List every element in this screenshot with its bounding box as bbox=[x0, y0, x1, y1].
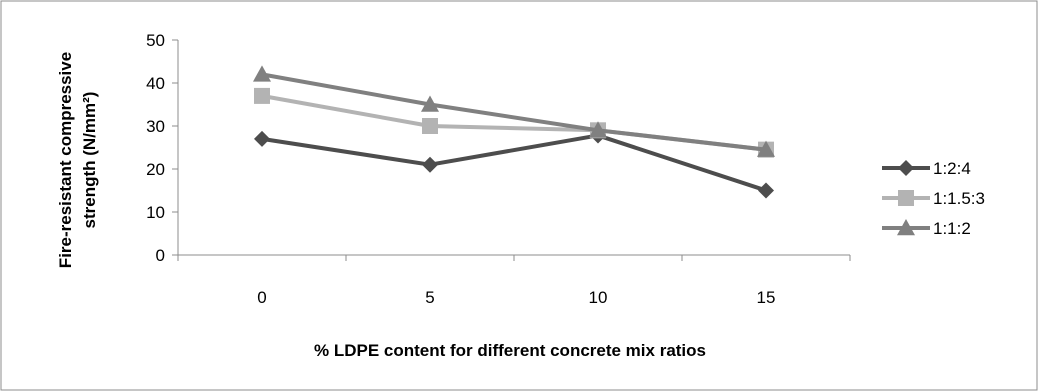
y-tick-label: 40 bbox=[146, 74, 165, 93]
series-line bbox=[261, 72, 767, 152]
data-point bbox=[589, 121, 607, 138]
data-point bbox=[421, 95, 439, 112]
y-tick-label: 50 bbox=[146, 31, 165, 50]
data-point bbox=[758, 182, 774, 199]
y-axis-title-line-2: strength (N/mm²) bbox=[80, 92, 99, 229]
series-3 bbox=[253, 65, 775, 157]
legend: 1:2:4 1:1.5:3 1:1:2 bbox=[882, 159, 985, 238]
legend-marker bbox=[898, 160, 914, 176]
data-point bbox=[254, 130, 270, 147]
axes bbox=[172, 39, 851, 261]
data-point bbox=[422, 118, 438, 134]
legend-entry: 1:1:2 bbox=[882, 219, 971, 238]
legend-label: 1:1.5:3 bbox=[933, 189, 985, 208]
y-tick-label: 20 bbox=[146, 160, 165, 179]
x-tick-label: 15 bbox=[757, 288, 776, 307]
series-line bbox=[261, 133, 767, 193]
y-tick-label: 0 bbox=[156, 246, 165, 265]
x-tick-label: 10 bbox=[589, 288, 608, 307]
legend-label: 1:1:2 bbox=[933, 219, 971, 238]
legend-marker bbox=[897, 219, 915, 236]
y-tick-labels: 0 10 20 30 40 50 bbox=[146, 31, 165, 265]
legend-label: 1:2:4 bbox=[933, 159, 971, 178]
y-axis-title: Fire-resistant compressive strength (N/m… bbox=[56, 52, 99, 268]
series-layer bbox=[253, 65, 775, 199]
x-axis-title: % LDPE content for different concrete mi… bbox=[314, 341, 706, 360]
data-point bbox=[422, 156, 438, 173]
x-tick-label: 5 bbox=[425, 288, 434, 307]
data-point bbox=[757, 140, 775, 157]
y-tick-label: 30 bbox=[146, 117, 165, 136]
y-tick-label: 10 bbox=[146, 203, 165, 222]
y-axis-title-line-1: Fire-resistant compressive bbox=[56, 52, 75, 268]
legend-entry: 1:1.5:3 bbox=[882, 189, 985, 208]
legend-marker bbox=[898, 190, 914, 206]
data-point bbox=[254, 87, 270, 104]
legend-entry: 1:2:4 bbox=[882, 159, 971, 178]
data-point bbox=[253, 65, 271, 82]
x-tick-labels: 0 5 10 15 bbox=[257, 288, 775, 307]
x-tick-label: 0 bbox=[257, 288, 266, 307]
